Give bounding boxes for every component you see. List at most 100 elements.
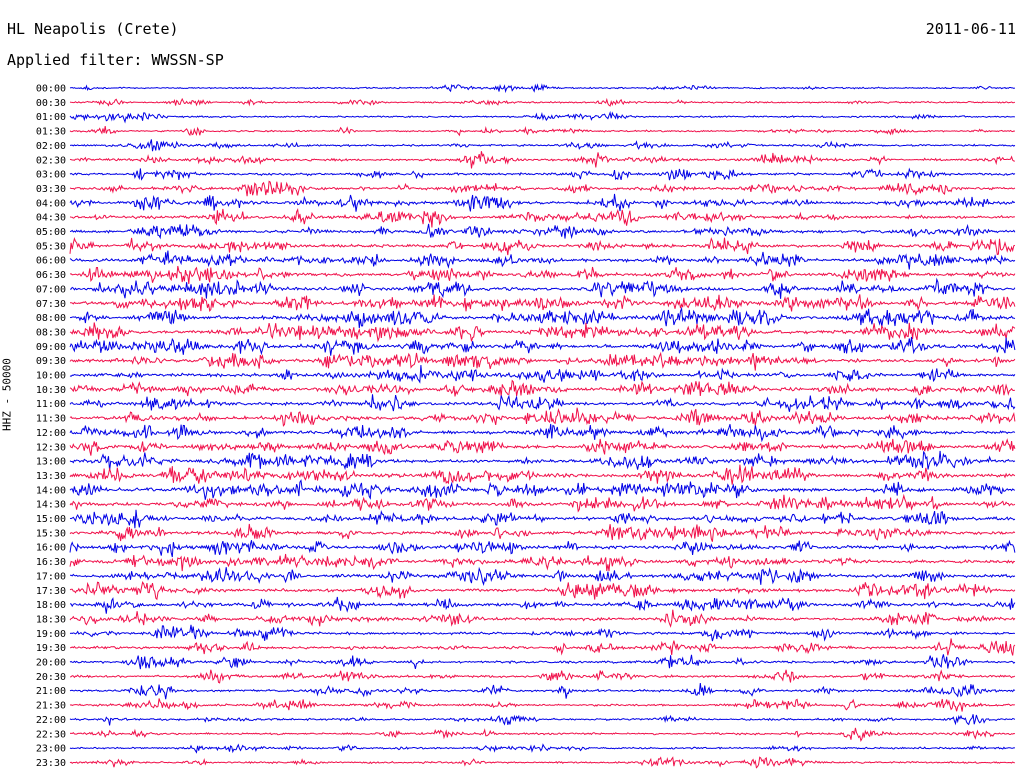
trace-0930 — [69, 351, 1016, 371]
date-label: 2011-06-11 — [925, 20, 1016, 38]
trace-0630 — [69, 265, 1016, 285]
row-label: 00:00 — [36, 84, 66, 95]
row-label: 07:00 — [36, 284, 66, 295]
row-label: 08:30 — [36, 327, 66, 338]
trace-0900 — [69, 336, 1016, 356]
trace-0300 — [69, 167, 1016, 181]
trace-0200 — [69, 139, 1016, 152]
row-label: 01:30 — [36, 127, 66, 138]
row-label: 11:30 — [36, 414, 66, 425]
trace-0330 — [69, 180, 1016, 197]
row-label: 11:00 — [36, 399, 66, 410]
trace-1100 — [69, 394, 1016, 412]
row-label: 14:30 — [36, 500, 66, 511]
trace-0830 — [69, 322, 1016, 343]
row-label: 05:30 — [36, 241, 66, 252]
trace-2300 — [69, 743, 1015, 754]
row-label: 13:30 — [36, 471, 66, 482]
row-label: 18:00 — [36, 600, 66, 611]
row-label: 09:00 — [36, 342, 66, 353]
row-label: 17:30 — [36, 586, 66, 597]
trace-1500 — [69, 509, 1016, 529]
row-label: 20:30 — [36, 672, 66, 683]
trace-1000 — [69, 365, 1016, 384]
row-label: 22:30 — [36, 729, 66, 740]
row-label: 18:30 — [36, 614, 66, 625]
row-label: 03:30 — [36, 184, 66, 195]
trace-0500 — [69, 223, 1016, 240]
row-label: 21:30 — [36, 701, 66, 712]
row-label: 02:00 — [36, 141, 66, 152]
trace-1930 — [69, 638, 1016, 656]
row-label: 17:00 — [36, 571, 66, 582]
trace-1530 — [69, 523, 1016, 542]
filter-label: Applied filter: WWSSN-SP — [7, 51, 224, 69]
row-label: 16:30 — [36, 557, 66, 568]
trace-2130 — [69, 698, 1016, 712]
row-label: 08:00 — [36, 313, 66, 324]
row-label: 04:30 — [36, 213, 66, 224]
trace-0430 — [69, 208, 1015, 228]
trace-1900 — [69, 624, 1016, 642]
trace-1300 — [69, 450, 1016, 471]
trace-0600 — [69, 250, 1016, 270]
row-label: 21:00 — [36, 686, 66, 697]
row-label: 10:00 — [36, 371, 66, 382]
trace-0000 — [69, 83, 1016, 94]
trace-0130 — [69, 126, 1015, 137]
row-label: 05:00 — [36, 227, 66, 238]
trace-0530 — [69, 236, 1016, 256]
row-label: 19:00 — [36, 629, 66, 640]
trace-1200 — [69, 423, 1016, 443]
row-label: 15:00 — [36, 514, 66, 525]
trace-1230 — [69, 438, 1016, 456]
trace-0730 — [69, 294, 1016, 313]
trace-1700 — [69, 566, 1016, 586]
row-label: 12:00 — [36, 428, 66, 439]
trace-2330 — [69, 756, 1015, 769]
row-label: 13:00 — [36, 457, 66, 468]
row-label: 22:00 — [36, 715, 66, 726]
trace-1030 — [69, 379, 1016, 397]
trace-2200 — [69, 714, 1016, 726]
row-label: 04:00 — [36, 198, 66, 209]
trace-1330 — [69, 464, 1016, 485]
row-label: 03:00 — [36, 170, 66, 181]
trace-2000 — [69, 654, 1016, 670]
row-label: 00:30 — [36, 98, 66, 109]
trace-0230 — [69, 151, 1015, 169]
trace-1400 — [69, 479, 1016, 500]
trace-1730 — [69, 581, 1016, 601]
row-label: 01:00 — [36, 112, 66, 123]
row-label: 06:30 — [36, 270, 66, 281]
row-label: 09:30 — [36, 356, 66, 367]
trace-2230 — [69, 727, 1015, 742]
row-label: 10:30 — [36, 385, 66, 396]
trace-0700 — [70, 277, 1016, 299]
row-label: 19:30 — [36, 643, 66, 654]
row-label: 06:00 — [36, 256, 66, 267]
trace-1800 — [69, 596, 1016, 614]
trace-2030 — [69, 669, 1016, 684]
trace-1430 — [69, 493, 1016, 513]
trace-0030 — [69, 97, 1016, 107]
row-label: 16:00 — [36, 543, 66, 554]
row-label: 14:00 — [36, 485, 66, 496]
row-label: 07:30 — [36, 299, 66, 310]
row-label: 23:00 — [36, 744, 66, 755]
trace-0100 — [69, 110, 1015, 124]
trace-1830 — [69, 609, 1016, 628]
row-label: 20:00 — [36, 658, 66, 669]
trace-2100 — [69, 683, 1016, 700]
trace-1130 — [69, 407, 1016, 427]
row-label: 15:30 — [36, 528, 66, 539]
trace-0400 — [69, 193, 1016, 212]
row-label: 23:30 — [36, 758, 66, 769]
station-title: HL Neapolis (Crete) — [7, 20, 179, 38]
row-label: 12:30 — [36, 442, 66, 453]
trace-1600 — [69, 539, 1016, 558]
trace-1630 — [69, 553, 1016, 572]
row-label: 02:30 — [36, 155, 66, 166]
trace-0800 — [69, 306, 1016, 328]
